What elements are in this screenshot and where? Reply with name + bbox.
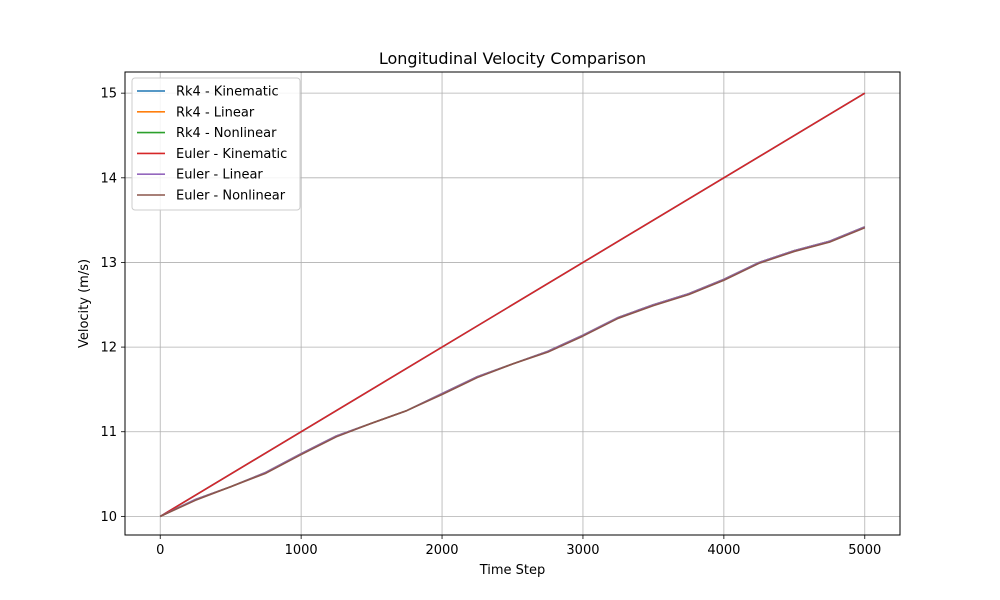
legend-label: Rk4 - Linear — [176, 105, 255, 120]
series-line-6 — [159, 226, 866, 518]
x-tick-label: 3000 — [566, 543, 599, 558]
x-tick-label: 0 — [156, 543, 164, 558]
legend-label: Rk4 - Nonlinear — [176, 126, 277, 141]
x-axis-label: Time Step — [479, 563, 546, 578]
y-tick-label: 12 — [100, 341, 117, 356]
legend-label: Euler - Kinematic — [176, 147, 287, 162]
legend-label: Euler - Linear — [176, 168, 263, 183]
legend-label: Rk4 - Kinematic — [176, 85, 279, 100]
x-tick-label: 1000 — [285, 543, 318, 558]
series-line-4 — [159, 92, 866, 518]
y-tick-label: 11 — [100, 425, 117, 440]
y-tick-label: 14 — [100, 171, 117, 186]
axis-ticks: 0 1000 2000 3000 4000 5000 10 11 12 13 14 15 — [100, 87, 881, 558]
legend: Rk4 - Kinematic Rk4 - Linear Rk4 - Nonline… — [131, 77, 301, 211]
chart-title: Longitudinal Velocity Comparison — [379, 49, 646, 68]
plot-frame — [124, 71, 901, 536]
y-tick-label: 13 — [100, 256, 117, 271]
x-tick-label: 4000 — [707, 543, 740, 558]
x-tick-label: 5000 — [848, 543, 881, 558]
y-axis-label: Velocity (m/s) — [77, 259, 92, 348]
y-tick-label: 10 — [100, 510, 117, 525]
series-group — [159, 92, 866, 518]
x-tick-label: 2000 — [425, 543, 458, 558]
grid-lines — [125, 72, 900, 535]
legend-box — [131, 77, 301, 211]
legend-label: Euler - Nonlinear — [176, 189, 286, 204]
y-tick-label: 15 — [100, 87, 117, 102]
